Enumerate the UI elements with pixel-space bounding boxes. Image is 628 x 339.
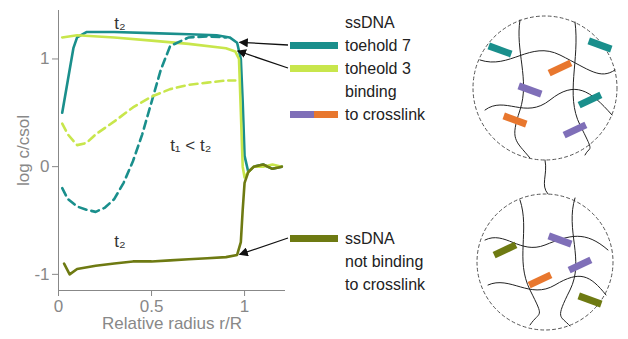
svg-text:t₁ < t₂: t₁ < t₂ bbox=[170, 136, 211, 155]
svg-text:1: 1 bbox=[239, 296, 250, 316]
svg-text:toheold 3: toheold 3 bbox=[345, 60, 411, 77]
svg-text:binding: binding bbox=[345, 83, 397, 100]
svg-text:ssDNA: ssDNA bbox=[345, 230, 395, 247]
svg-text:t₂: t₂ bbox=[114, 14, 125, 33]
svg-text:t₂: t₂ bbox=[114, 232, 125, 251]
svg-text:0: 0 bbox=[54, 297, 63, 316]
svg-text:to crosslink: to crosslink bbox=[345, 276, 426, 293]
svg-text:ssDNA: ssDNA bbox=[345, 14, 395, 31]
svg-text:1: 1 bbox=[40, 49, 49, 68]
svg-text:0: 0 bbox=[40, 157, 49, 176]
svg-text:-1: -1 bbox=[34, 265, 49, 284]
svg-text:toehold 7: toehold 7 bbox=[345, 37, 411, 54]
svg-text:0.5: 0.5 bbox=[139, 296, 164, 316]
svg-text:Relative radius r/R: Relative radius r/R bbox=[102, 314, 242, 333]
svg-text:to crosslink: to crosslink bbox=[345, 106, 426, 123]
svg-text:not binding: not binding bbox=[345, 253, 423, 270]
svg-text:log c/csol: log c/csol bbox=[14, 115, 33, 186]
